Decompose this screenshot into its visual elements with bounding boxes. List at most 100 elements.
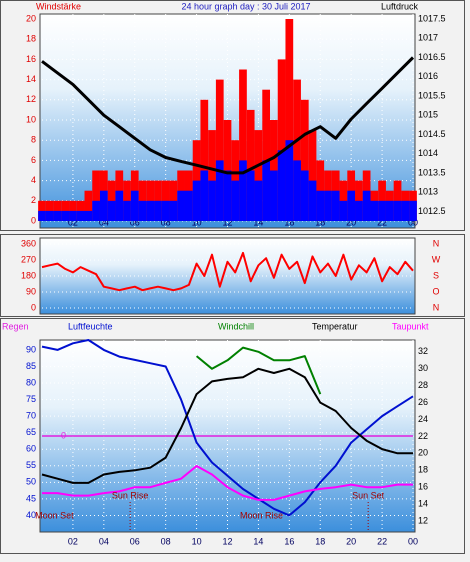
y-tick-label: 45 [26,493,36,503]
y2-tick-label: 30 [418,363,428,373]
bar [401,200,410,221]
bar [177,190,185,221]
y-tick-label: 50 [26,477,36,487]
y-tick-label: 10 [26,114,36,124]
y2-tick-label: 1015.5 [418,90,446,100]
y-tick-label: 55 [26,460,36,470]
bar [215,79,224,221]
y2-tick-label: 32 [418,346,428,356]
x-tick-label: 02 [68,536,78,546]
y2-tick-label: 16 [418,482,428,492]
bar [130,190,139,221]
y-tick-label: 2 [31,195,36,205]
x-tick-label: 20 [346,217,356,227]
x-tick-label: 14 [253,217,263,227]
bar [107,200,116,221]
x-tick-label: 14 [253,536,263,546]
bar [61,210,70,221]
y2-tick-label: 22 [418,431,428,441]
y2-tick-label: N [433,238,440,248]
x-tick-label: 22 [377,536,387,546]
x-tick-label: 00 [408,536,418,546]
series-line [41,251,414,292]
bar [362,190,371,221]
bar [308,180,317,221]
bar [154,200,162,221]
bar [285,140,294,221]
bar [308,130,317,221]
bar [239,69,247,221]
x-tick-label: 00 [408,217,418,227]
bar [370,200,379,221]
bar [99,190,108,221]
x-tick-label: 18 [315,217,325,227]
y-tick-label: 14 [26,74,36,84]
y2-tick-label: N [433,302,440,312]
frame [0,0,465,231]
y2-tick-label: 14 [418,498,428,508]
bar [277,59,286,222]
y2-tick-label: 1017 [418,33,438,43]
y-tick-label: 65 [26,427,36,437]
annotation: Moon Rise [240,510,283,520]
bar [123,200,131,221]
y2-tick-label: 12 [418,515,428,525]
legend-label: Taupunkt [392,321,429,331]
y2-tick-label: 1013 [418,187,438,197]
bar [300,99,309,221]
x-tick-label: 12 [222,217,232,227]
y2-tick-label: 18 [418,465,428,475]
y-tick-label: 12 [26,94,36,104]
y-tick-label: 6 [31,155,36,165]
bar [385,200,394,221]
y-tick-label: 75 [26,394,36,404]
bar [92,170,100,221]
bar [347,190,356,221]
y-tick-label: 4 [31,175,36,185]
bar [339,200,348,221]
y2-tick-label: 1016.5 [418,52,446,62]
y-tick-label: 180 [21,270,36,280]
bar [53,210,62,221]
y-tick-label: 8 [31,135,36,145]
y2-tick-label: 26 [418,397,428,407]
legend-label: Luftfeuchte [68,321,113,331]
y2-tick-label: 1012.5 [418,206,446,216]
bar [138,200,147,221]
bar [38,210,46,221]
x-tick-label: 08 [161,217,171,227]
bar [200,99,209,221]
bar [115,190,124,221]
bar [393,200,402,221]
bar [316,190,325,221]
y-tick-label: 85 [26,361,36,371]
bar [200,170,209,221]
legend-label: Windchill [218,321,254,331]
chart-title: 24 hour graph day : 30 Juli 2017 [181,1,310,11]
x-tick-label: 22 [377,217,387,227]
bar [293,79,301,221]
bar [285,19,294,221]
y-tick-label: 270 [21,254,36,264]
y2-tick-label: 28 [418,380,428,390]
bar [76,210,85,221]
y-tick-label: 60 [26,444,36,454]
bar [293,160,301,221]
x-tick-label: 12 [222,536,232,546]
series-line [195,346,322,395]
y-tick-label: 0 [31,215,36,225]
bar [192,180,201,221]
y2-tick-label: 1014 [418,148,438,158]
x-tick-label: 02 [68,217,78,227]
bar [246,170,255,221]
y-label: Windstärke [36,1,81,11]
y2-tick-label: 1014.5 [418,129,446,139]
x-tick-label: 18 [315,536,325,546]
annotation: Sun Rise [112,490,149,500]
y2-tick-label: 20 [418,448,428,458]
y-tick-label: 360 [21,238,36,248]
y2-tick-label: 1015 [418,110,438,120]
x-tick-label: 04 [99,217,109,227]
frame [0,318,465,554]
